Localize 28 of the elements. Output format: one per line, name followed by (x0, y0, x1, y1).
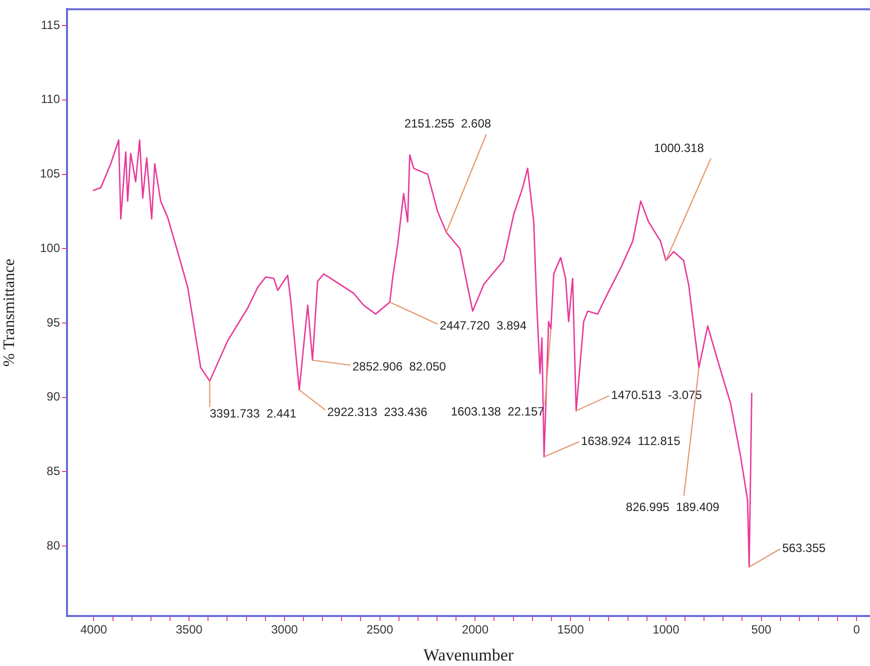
annotation: 2922.313 233.436 (327, 405, 428, 420)
x-tick-label: 1000 (652, 622, 680, 637)
annotation: 2852.906 82.050 (352, 360, 446, 374)
x-tick-label: 1500 (557, 622, 584, 637)
y-tick-label: 100 (40, 240, 60, 255)
x-tick-label: 3000 (271, 622, 298, 637)
x-tick-label: 2500 (366, 622, 394, 637)
annotation: 563.355 (782, 541, 826, 556)
x-tick-label: 3500 (176, 622, 203, 637)
y-tick-label: 90 (46, 390, 60, 404)
x-tick-label: 2000 (462, 622, 489, 637)
x-axis-title: Wavenumber (423, 645, 514, 664)
y-tick-label: 85 (46, 464, 60, 478)
x-tick-label: 4000 (80, 622, 108, 637)
annotation: 2151.255 2.608 (404, 116, 492, 131)
x-tick-label: 0 (853, 622, 860, 637)
y-axis-title: % Transmittance (0, 258, 18, 367)
annotation: 2447.720 3.894 (440, 318, 527, 332)
y-tick-label: 115 (40, 18, 60, 32)
annotation: 1638.924 112.815 (581, 434, 681, 448)
y-tick-label: 105 (40, 166, 60, 181)
x-tick-label: 500 (751, 622, 772, 637)
annotation: 3391.733 2.441 (210, 406, 297, 420)
y-tick-label: 80 (46, 538, 60, 552)
y-tick-label: 110 (40, 92, 60, 106)
annotation: 826.995 189.409 (626, 500, 720, 514)
y-tick-label: 95 (46, 315, 60, 330)
annotation: 1000.318 (654, 140, 704, 155)
